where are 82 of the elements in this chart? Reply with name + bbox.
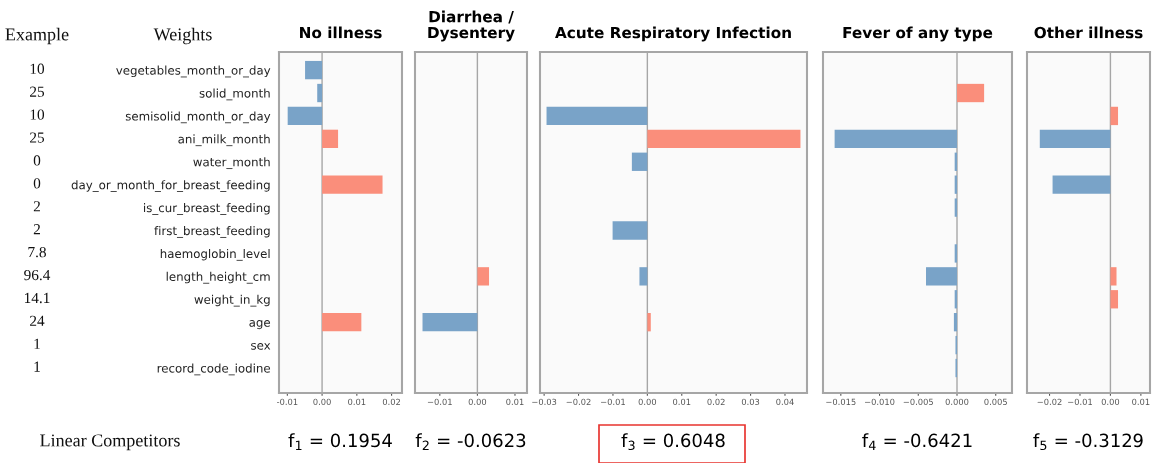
bar	[322, 129, 339, 149]
y-tick-label: length_height_cm	[166, 271, 270, 284]
text: f$_{5}$ = -0.3129	[1033, 433, 1143, 451]
bar	[612, 221, 648, 240]
chart-title: No illness	[300, 26, 382, 39]
text: 14.1	[24, 292, 50, 304]
text: f$_{4}$ = -0.6421	[862, 433, 972, 450]
text: 1	[295, 440, 302, 450]
text: 10	[30, 63, 45, 74]
chart-title: Diarrhea / Dysentery	[428, 10, 515, 42]
y-tick-label: water_month	[193, 157, 270, 170]
x-tick-label: −0.01	[1068, 398, 1092, 406]
y-tick-label: day_or_month_for_breast_feeding	[71, 180, 270, 192]
y-tick-label: semisolid_month_or_day	[125, 111, 271, 124]
bar	[305, 60, 323, 80]
y-tick-label: ani_milk_month	[178, 134, 270, 147]
text: Example	[5, 27, 69, 45]
y-tick-label: is_cur_breast_feeding	[144, 203, 270, 215]
x-tick-label: 0.00	[468, 398, 487, 406]
text: Weights	[153, 27, 212, 45]
y-tick-label: weight_in_kg	[194, 294, 270, 307]
x-tick-label: −0.015	[826, 398, 856, 406]
bar	[639, 267, 648, 286]
x-tick-label: −0.005	[903, 398, 933, 406]
x-tick-label: 0.00	[638, 398, 657, 406]
bar	[317, 83, 323, 103]
text: 7.8	[28, 246, 46, 258]
bar	[1052, 175, 1111, 194]
x-tick-label: 0.01	[1132, 398, 1150, 406]
text: 25	[30, 132, 45, 143]
bar	[1110, 267, 1117, 286]
x-tick-label: −0.01	[427, 398, 452, 406]
x-tick-label: −0.02	[1037, 398, 1062, 406]
bar	[322, 313, 362, 332]
x-tick-label: -0.01	[276, 398, 298, 406]
x-tick-label: 0.03	[741, 398, 760, 406]
x-tick-label: −0.02	[566, 398, 591, 406]
text: 2	[33, 224, 40, 235]
bar	[1039, 129, 1111, 149]
x-tick-label: 0.00	[313, 398, 331, 406]
chart-title: Fever of any type	[843, 26, 993, 42]
x-tick-label: 0.01	[673, 398, 691, 406]
x-tick-label: −0.01	[601, 398, 625, 406]
x-tick-label: 0.01	[506, 398, 524, 406]
text: 1	[34, 361, 40, 372]
x-tick-label: 0.005	[984, 398, 1007, 406]
x-tick-label: 0.00	[1101, 398, 1120, 406]
text: 1	[34, 338, 40, 349]
text: 96.4	[24, 269, 51, 281]
y-tick-label: haemoglobin_level	[160, 248, 270, 261]
chart-title: Other illness	[1034, 26, 1143, 39]
bar	[1110, 290, 1119, 309]
x-tick-label: 0.02	[707, 398, 725, 406]
text: Linear Competitors	[40, 434, 180, 451]
x-tick-label: −0.010	[865, 398, 895, 406]
text: 2	[33, 201, 40, 212]
bar	[287, 106, 323, 126]
x-tick-label: 0.01	[348, 398, 366, 406]
text: 2	[422, 440, 429, 450]
text: 0	[33, 155, 41, 166]
x-tick-label: 0.04	[776, 398, 794, 406]
bar	[631, 152, 648, 171]
x-tick-label: 0.000	[945, 398, 969, 406]
bar	[546, 106, 648, 126]
text: 0	[33, 178, 41, 189]
y-tick-label: solid_month	[199, 88, 270, 101]
y-tick-label: record_code_iodine	[157, 363, 271, 376]
bar	[1110, 106, 1119, 126]
y-tick-label: sex	[251, 342, 271, 350]
y-tick-label: first_breast_feeding	[154, 226, 270, 238]
x-tick-label: −0.03	[532, 398, 557, 406]
bar	[647, 129, 801, 149]
text: 25	[30, 86, 45, 97]
y-tick-label: age	[249, 320, 271, 330]
chart-title: Acute Respiratory Infection	[555, 26, 791, 42]
y-tick-label: vegetables_month_or_day	[116, 65, 271, 78]
x-tick-label: 0.02	[382, 398, 401, 406]
bar	[647, 313, 651, 332]
text: 10	[30, 109, 45, 120]
text: 24	[30, 315, 45, 326]
bar	[322, 175, 383, 194]
text: f$_{3}$ = 0.6048	[621, 433, 725, 451]
